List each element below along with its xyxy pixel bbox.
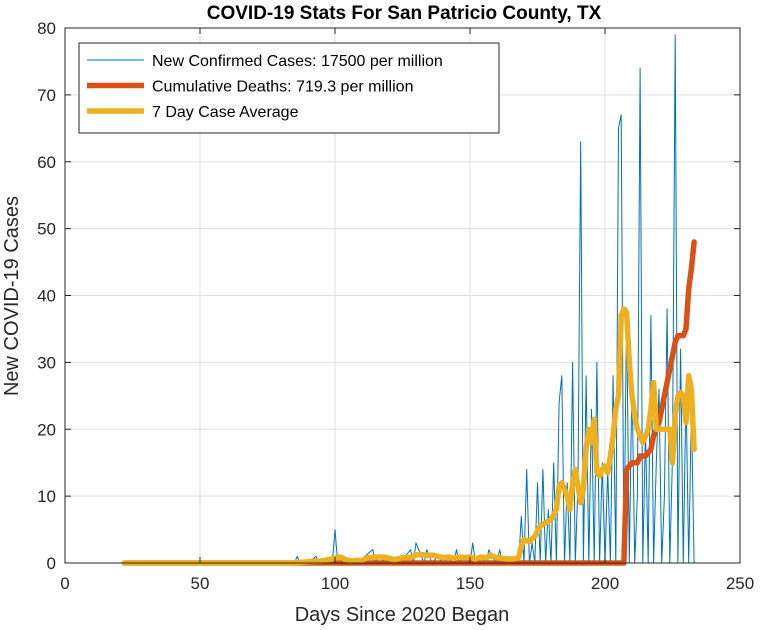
- y-tick-label: 40: [37, 287, 56, 306]
- y-tick-label: 80: [37, 19, 56, 38]
- x-tick-label: 100: [321, 574, 349, 593]
- legend: New Confirmed Cases: 17500 per million Cu…: [78, 42, 500, 134]
- y-tick-label: 0: [47, 554, 56, 573]
- y-axis-label: New COVID-19 Cases: [1, 196, 23, 396]
- series-line-2: [121, 239, 697, 566]
- legend-label: New Confirmed Cases: 17500 per million: [152, 53, 443, 70]
- series-line-3: [121, 306, 697, 566]
- series-layer: [121, 34, 697, 566]
- y-tick-label: 60: [37, 153, 56, 172]
- legend-box: [78, 42, 500, 134]
- x-tick-label: 150: [456, 574, 484, 593]
- x-tick-label: 200: [591, 574, 619, 593]
- chart-title: COVID-19 Stats For San Patricio County, …: [207, 3, 602, 24]
- legend-label: Cumulative Deaths: 719.3 per million: [152, 79, 413, 96]
- y-tick-label: 20: [37, 420, 56, 439]
- y-tick-label: 70: [37, 86, 56, 105]
- x-axis-label: Days Since 2020 Began: [295, 604, 510, 626]
- x-tick-label: 0: [60, 574, 69, 593]
- y-tick-label: 30: [37, 353, 56, 372]
- x-tick-label: 50: [191, 574, 210, 593]
- axis-ticks: 0 50 100 150 200 250 0 10 20 30 40 50 60 70 80: [37, 19, 754, 593]
- y-tick-label: 50: [37, 220, 56, 239]
- legend-label: 7 Day Case Average: [152, 104, 299, 121]
- x-tick-label: 250: [726, 574, 754, 593]
- y-tick-label: 10: [37, 487, 56, 506]
